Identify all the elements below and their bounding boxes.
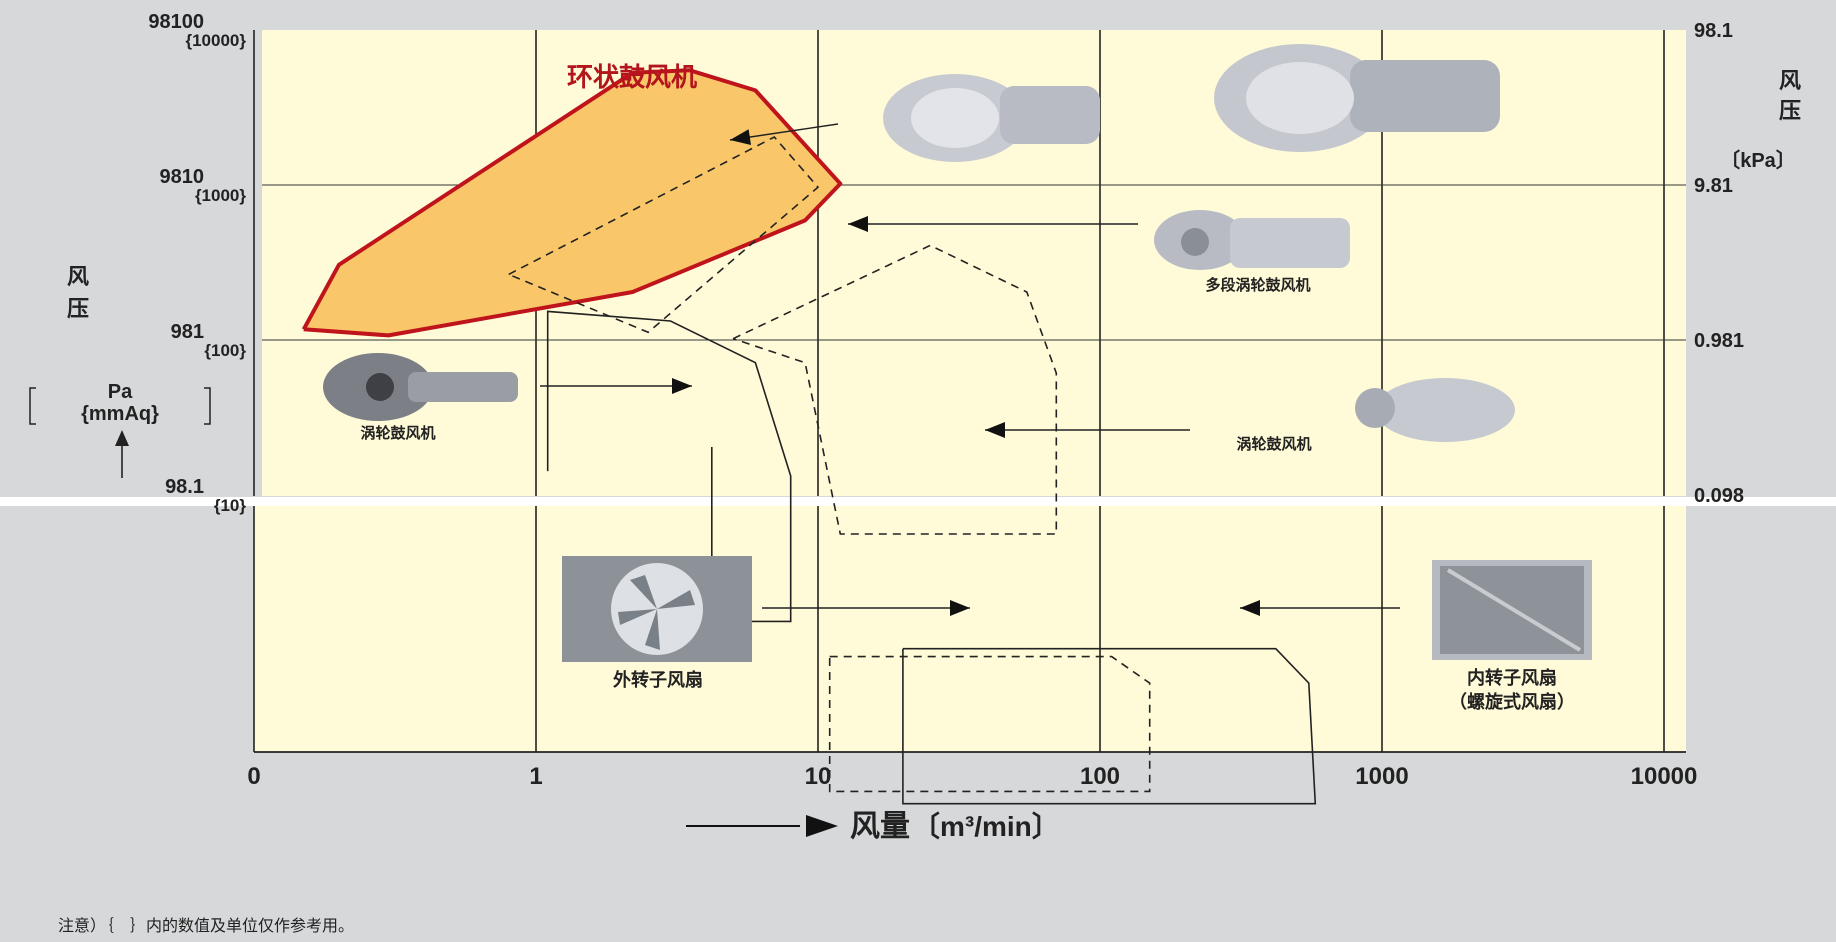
y-right-label-char-2: 压 bbox=[1779, 99, 1801, 124]
y-right-label-char-1: 风 bbox=[1779, 69, 1801, 94]
multistage-turbo-blower-image bbox=[1154, 210, 1350, 270]
y-right-tick-label: 9.81 bbox=[1694, 175, 1733, 197]
arrow-turbo-right-head bbox=[985, 422, 1005, 438]
y-left-tick-mmaq: {10} bbox=[214, 496, 247, 515]
y-left-tick-mmaq: {100} bbox=[204, 341, 246, 360]
series-0 bbox=[301, 68, 843, 338]
annotation-sublabel: （螺旋式风扇） bbox=[1449, 691, 1575, 713]
series-5 bbox=[902, 647, 1317, 805]
y-left-tick-mmaq: {1000} bbox=[195, 186, 246, 205]
arrow-inner-rotor-head bbox=[1240, 600, 1260, 616]
series-3 bbox=[732, 244, 1058, 535]
turbo-blower-image-left bbox=[323, 353, 518, 421]
x-tick-label: 1000 bbox=[1355, 763, 1408, 790]
y-left-label-char-2: 压 bbox=[67, 297, 89, 322]
footnote: 注意）｛ ｝内的数值及单位仅作参考用。 bbox=[58, 916, 355, 935]
x-axis-label: 风量 bbox=[850, 809, 910, 844]
annotation-label: 外转子风扇 bbox=[613, 669, 703, 691]
inner-rotor-fan-image bbox=[1432, 560, 1592, 660]
y-left-unit-pa: Pa bbox=[108, 381, 133, 403]
y-left-unit-bracket bbox=[29, 387, 211, 425]
y-left-up-arrow-head bbox=[115, 430, 129, 446]
x-tick-label: 10 bbox=[805, 763, 832, 790]
ring-blower-image-2 bbox=[1214, 44, 1500, 152]
y-right-unit: 〔kPa〕 bbox=[1720, 149, 1796, 172]
annotation-label: 涡轮鼓风机 bbox=[1236, 435, 1311, 453]
y-right-tick-label: 0.098 bbox=[1694, 485, 1744, 507]
y-left-tick-pa: 981 bbox=[171, 321, 204, 343]
y-right-tick-label: 0.981 bbox=[1694, 330, 1744, 352]
ring-blower-title: 环状鼓风机 bbox=[567, 63, 697, 93]
annotation-label: 涡轮鼓风机 bbox=[360, 424, 435, 442]
x-axis-arrow-head bbox=[806, 815, 838, 837]
x-tick-label: 0 bbox=[247, 763, 260, 790]
x-axis-unit: 〔m³/min〕 bbox=[912, 810, 1060, 842]
y-left-tick-mmaq: {10000} bbox=[185, 31, 246, 50]
panel-seam bbox=[0, 497, 1836, 506]
y-left-unit-mmaq: {mmAq} bbox=[81, 403, 159, 425]
annotation-label: 内转子风扇 bbox=[1467, 667, 1557, 689]
arrow-multistage-head bbox=[848, 216, 868, 232]
annotation-label: 多段涡轮鼓风机 bbox=[1205, 276, 1310, 294]
y-left-tick-pa: 98.1 bbox=[165, 476, 204, 498]
x-tick-label: 1 bbox=[529, 763, 542, 790]
y-right-tick-label: 98.1 bbox=[1694, 20, 1733, 42]
arrow-outer-rotor-head bbox=[950, 600, 970, 616]
outer-rotor-fan-image bbox=[562, 556, 752, 662]
turbo-blower-image-right bbox=[1355, 378, 1515, 442]
y-left-label-char-1: 风 bbox=[67, 265, 89, 290]
y-left-tick-pa: 98100 bbox=[148, 11, 204, 33]
x-tick-label: 100 bbox=[1080, 763, 1120, 790]
series-1 bbox=[508, 136, 820, 334]
series-4 bbox=[828, 655, 1151, 793]
arrow-ring-blower-head bbox=[730, 129, 751, 145]
x-tick-label: 10000 bbox=[1631, 763, 1698, 790]
arrow-turbo-left-head bbox=[672, 378, 692, 394]
ring-blower-image-1 bbox=[883, 74, 1100, 162]
y-left-tick-pa: 9810 bbox=[160, 166, 205, 188]
